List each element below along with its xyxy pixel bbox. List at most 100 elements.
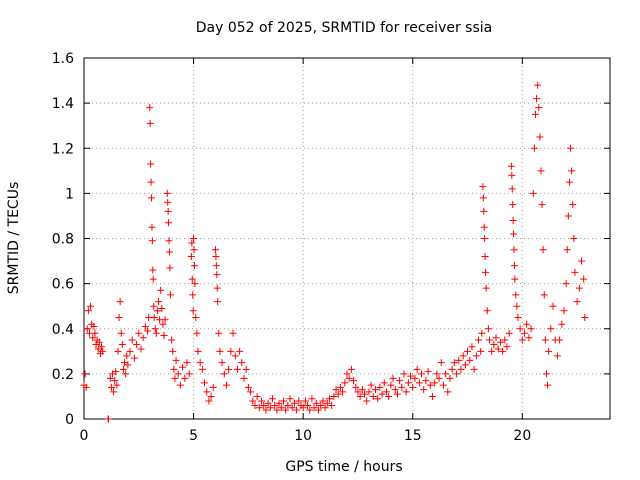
data-point bbox=[277, 404, 285, 412]
data-point bbox=[106, 374, 114, 382]
data-point bbox=[188, 275, 196, 283]
data-point bbox=[83, 325, 91, 333]
data-point bbox=[371, 386, 379, 394]
data-point bbox=[146, 119, 154, 127]
data-point bbox=[336, 383, 344, 391]
x-tick-label: 15 bbox=[404, 428, 422, 444]
data-point bbox=[188, 239, 196, 247]
data-point bbox=[464, 347, 472, 355]
data-point bbox=[212, 253, 220, 261]
data-point bbox=[201, 379, 209, 387]
data-point bbox=[367, 381, 375, 389]
data-point bbox=[542, 370, 550, 378]
data-point bbox=[164, 198, 172, 206]
data-point bbox=[505, 329, 513, 337]
data-point bbox=[185, 370, 193, 378]
data-point bbox=[253, 392, 261, 400]
data-point bbox=[236, 347, 244, 355]
data-point bbox=[225, 365, 233, 373]
y-tick-label: 0.2 bbox=[52, 367, 74, 383]
data-point bbox=[547, 325, 555, 333]
data-point bbox=[315, 406, 323, 414]
data-point bbox=[483, 307, 491, 315]
data-point bbox=[578, 257, 586, 265]
data-point bbox=[541, 336, 549, 344]
data-point bbox=[159, 320, 167, 328]
data-point bbox=[160, 332, 168, 340]
data-point bbox=[176, 381, 184, 389]
data-point bbox=[407, 372, 415, 380]
data-point bbox=[148, 223, 156, 231]
data-point bbox=[562, 280, 570, 288]
data-point bbox=[553, 352, 561, 360]
data-point bbox=[580, 275, 588, 283]
data-point bbox=[352, 383, 360, 391]
data-point bbox=[510, 262, 518, 270]
data-point bbox=[527, 325, 535, 333]
data-point bbox=[242, 365, 250, 373]
data-point bbox=[165, 248, 173, 256]
data-point bbox=[534, 81, 542, 89]
data-point bbox=[518, 336, 526, 344]
data-point bbox=[488, 347, 496, 355]
data-point bbox=[523, 320, 531, 328]
data-point bbox=[510, 230, 518, 238]
data-point bbox=[213, 271, 221, 279]
data-point bbox=[563, 246, 571, 254]
data-point bbox=[494, 345, 502, 353]
data-point bbox=[376, 383, 384, 391]
data-point bbox=[147, 160, 155, 168]
y-axis-label: SRMTID / TECUs bbox=[6, 182, 22, 295]
data-point bbox=[509, 216, 517, 224]
data-point bbox=[124, 361, 132, 369]
data-point bbox=[268, 395, 276, 403]
data-point bbox=[480, 223, 488, 231]
data-point bbox=[437, 359, 445, 367]
data-point bbox=[90, 322, 98, 330]
data-point bbox=[400, 370, 408, 378]
data-point bbox=[560, 307, 568, 315]
data-point bbox=[431, 379, 439, 387]
data-point bbox=[503, 343, 511, 351]
data-point bbox=[391, 386, 399, 394]
data-point bbox=[365, 388, 373, 396]
data-point bbox=[264, 399, 272, 407]
data-point bbox=[496, 338, 504, 346]
data-point bbox=[216, 347, 224, 355]
data-point bbox=[510, 246, 518, 254]
data-point bbox=[378, 390, 386, 398]
data-point bbox=[146, 104, 154, 112]
x-tick-label: 0 bbox=[80, 428, 89, 444]
data-point bbox=[413, 365, 421, 373]
data-point bbox=[251, 401, 259, 409]
data-point bbox=[190, 262, 198, 270]
data-point bbox=[485, 336, 493, 344]
data-point bbox=[81, 370, 89, 378]
data-point bbox=[499, 347, 507, 355]
y-tick-label: 1.4 bbox=[52, 96, 74, 112]
data-point bbox=[568, 167, 576, 175]
data-point bbox=[385, 392, 393, 400]
data-point bbox=[304, 401, 312, 409]
data-point bbox=[295, 397, 303, 405]
data-point bbox=[481, 253, 489, 261]
data-point bbox=[218, 359, 226, 367]
data-point bbox=[220, 370, 228, 378]
data-point bbox=[123, 352, 131, 360]
data-point bbox=[482, 284, 490, 292]
data-point bbox=[387, 381, 395, 389]
data-point bbox=[455, 356, 463, 364]
data-point bbox=[107, 383, 115, 391]
data-point bbox=[118, 341, 126, 349]
data-point bbox=[91, 329, 99, 337]
data-point bbox=[461, 361, 469, 369]
data-point bbox=[361, 390, 369, 398]
data-point bbox=[249, 397, 257, 405]
x-tick-label: 5 bbox=[189, 428, 198, 444]
data-point bbox=[238, 359, 246, 367]
data-point bbox=[409, 383, 417, 391]
data-point bbox=[105, 415, 113, 423]
data-point bbox=[112, 368, 120, 376]
data-point bbox=[119, 365, 127, 373]
